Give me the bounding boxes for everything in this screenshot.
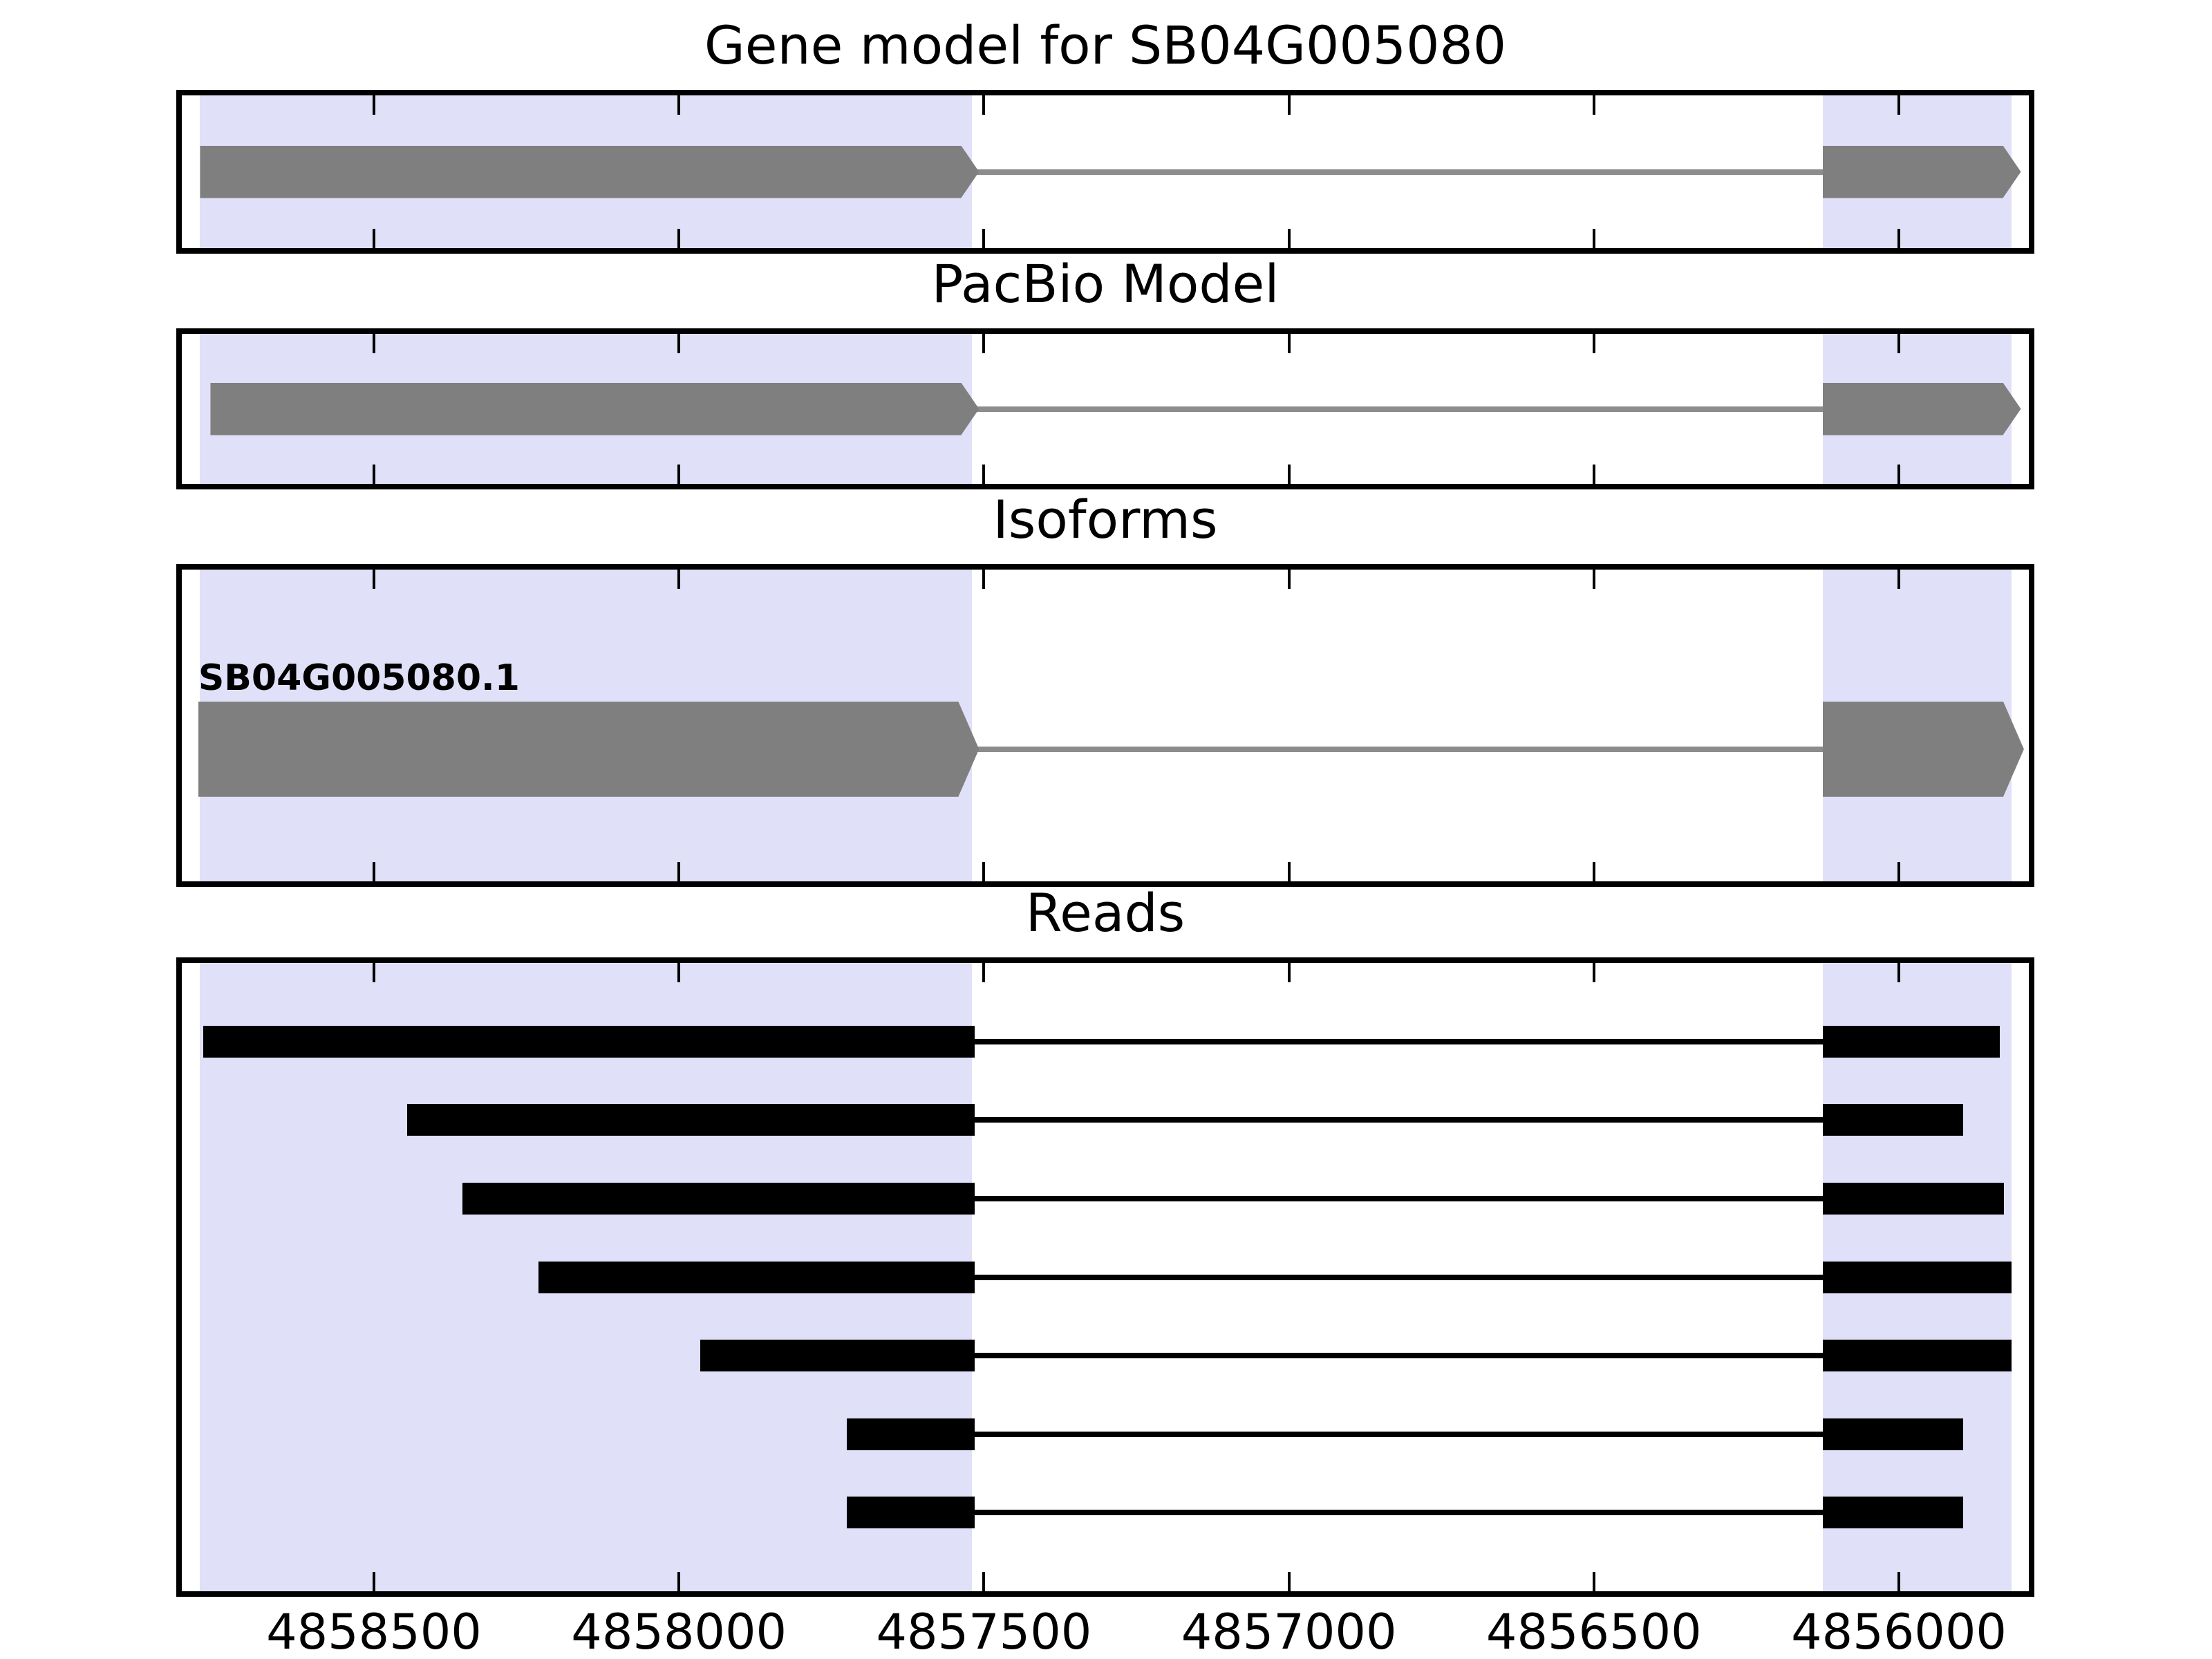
tick-mark — [677, 229, 681, 248]
read-block — [407, 1104, 975, 1136]
x-tick-label: 4858000 — [571, 1604, 787, 1659]
read-block — [846, 1418, 975, 1450]
x-tick-label: 4857000 — [1181, 1604, 1397, 1659]
tick-mark — [1897, 1572, 1901, 1591]
exon-arrow-block — [198, 702, 980, 797]
tick-mark — [982, 963, 986, 982]
x-tick-label: 4858500 — [266, 1604, 482, 1659]
tick-mark — [982, 229, 986, 248]
exon-arrow-block — [1823, 146, 2021, 198]
x-tick-label: 4856000 — [1791, 1604, 2007, 1659]
read-block — [462, 1182, 975, 1215]
tick-mark — [1287, 465, 1291, 484]
read-block — [846, 1497, 975, 1529]
figure-title: Gene model for SB04G005080 — [704, 15, 1507, 76]
read-intron-line — [462, 1195, 2004, 1201]
tick-mark — [677, 465, 681, 484]
tick-mark — [1287, 570, 1291, 589]
tick-mark — [1287, 1572, 1291, 1591]
tick-mark — [1592, 963, 1595, 982]
intron-line — [971, 169, 1823, 175]
tick-mark — [372, 465, 375, 484]
read-block — [1822, 1340, 2012, 1372]
read-block — [1822, 1104, 1963, 1136]
tick-mark — [982, 1572, 986, 1591]
isoform-label: SB04G005080.1 — [198, 657, 520, 699]
tick-mark — [372, 1572, 375, 1591]
tick-mark — [1897, 570, 1901, 589]
tick-mark — [372, 229, 375, 248]
tick-mark — [1897, 963, 1901, 982]
tick-mark — [372, 95, 375, 115]
tick-mark — [1287, 334, 1291, 353]
read-block — [1822, 1182, 2004, 1215]
tick-mark — [1897, 334, 1901, 353]
tick-mark — [677, 570, 681, 589]
read-block — [700, 1340, 975, 1372]
tick-mark — [1592, 1572, 1595, 1591]
tick-mark — [982, 862, 986, 881]
read-block — [1822, 1497, 1963, 1529]
tick-mark — [1592, 465, 1595, 484]
exon-arrow-block — [200, 146, 979, 198]
tick-mark — [372, 862, 375, 881]
tick-mark — [677, 95, 681, 115]
isoforms-title: Isoforms — [993, 489, 1218, 550]
tick-mark — [677, 334, 681, 353]
read-intron-line — [700, 1353, 2012, 1359]
pacbio-model-panel — [176, 328, 2034, 489]
intron-line — [971, 406, 1823, 412]
tick-mark — [1897, 229, 1901, 248]
read-block — [1822, 1025, 2000, 1058]
tick-mark — [1287, 95, 1291, 115]
read-intron-line — [407, 1117, 1963, 1123]
tick-mark — [982, 570, 986, 589]
tick-mark — [677, 963, 681, 982]
tick-mark — [982, 95, 986, 115]
tick-mark — [1592, 334, 1595, 353]
intron-line — [971, 746, 1823, 752]
tick-mark — [982, 334, 986, 353]
tick-mark — [1592, 570, 1595, 589]
exon-arrow-block — [210, 383, 979, 435]
exon-arrow-block — [1823, 702, 2024, 797]
gene-model-panel — [176, 90, 2034, 254]
pacbio-model-title: PacBio Model — [931, 253, 1280, 315]
tick-mark — [982, 465, 986, 484]
read-intron-line — [538, 1274, 2012, 1280]
read-intron-line — [846, 1431, 1963, 1437]
tick-mark — [1592, 862, 1595, 881]
tick-mark — [1287, 229, 1291, 248]
tick-mark — [372, 334, 375, 353]
x-tick-label: 4856500 — [1485, 1604, 1702, 1659]
tick-mark — [677, 862, 681, 881]
reads-panel — [176, 957, 2034, 1597]
isoforms-panel: SB04G005080.1 — [176, 564, 2034, 887]
tick-mark — [372, 963, 375, 982]
tick-mark — [1592, 229, 1595, 248]
read-block — [1822, 1418, 1963, 1450]
x-tick-label: 4857500 — [876, 1604, 1092, 1659]
tick-mark — [372, 570, 375, 589]
reads-title: Reads — [1025, 882, 1185, 944]
read-intron-line — [203, 1038, 2000, 1044]
tick-mark — [1897, 862, 1901, 881]
tick-mark — [1897, 95, 1901, 115]
tick-mark — [1897, 465, 1901, 484]
tick-mark — [1287, 963, 1291, 982]
read-block — [203, 1025, 975, 1058]
read-intron-line — [846, 1510, 1963, 1516]
read-block — [538, 1261, 975, 1293]
exon-arrow-block — [1823, 383, 2021, 435]
tick-mark — [1592, 95, 1595, 115]
read-block — [1822, 1261, 2012, 1293]
tick-mark — [1287, 862, 1291, 881]
tick-mark — [677, 1572, 681, 1591]
